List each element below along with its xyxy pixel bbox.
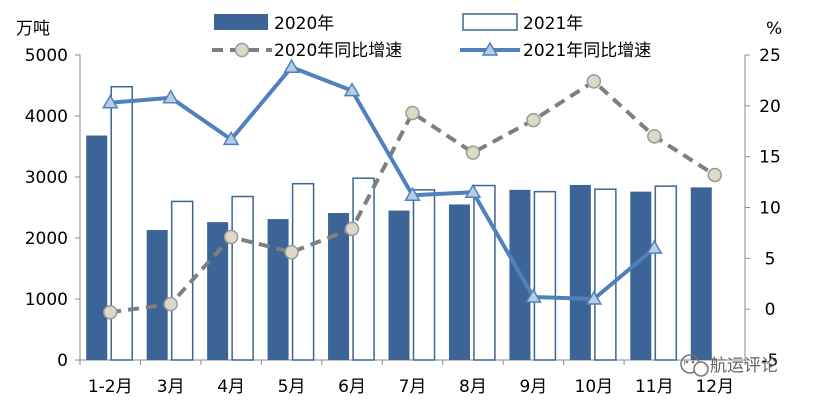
left-tick-label: 5000 xyxy=(25,46,68,66)
bar-2020 xyxy=(630,191,652,360)
right-tick-label: 0 xyxy=(765,300,776,320)
bar-2020 xyxy=(448,204,470,360)
growth-2021-point xyxy=(525,288,542,303)
bar-2020 xyxy=(328,212,350,360)
bars xyxy=(86,85,712,361)
legend-label-growth-2021: 2021年同比增速 xyxy=(523,41,651,61)
bar-2020 xyxy=(267,219,289,360)
right-tick-label: 25 xyxy=(759,46,781,66)
x-tick-label: 12月 xyxy=(695,377,734,397)
bar-2020 xyxy=(207,222,229,360)
right-tick-label: 5 xyxy=(765,249,776,269)
left-tick-label: 2000 xyxy=(25,229,68,249)
legend-label-2021: 2021年 xyxy=(523,14,583,34)
bar-2021 xyxy=(412,189,436,361)
growth-2020-point xyxy=(344,221,360,237)
wechat-icon xyxy=(680,354,709,377)
bar-2020 xyxy=(86,135,108,360)
left-tick-label: 1000 xyxy=(25,290,68,310)
growth-2021-point xyxy=(101,94,119,109)
x-tick-label: 4月 xyxy=(217,377,245,397)
right-unit-label: % xyxy=(766,19,782,39)
growth-2020-point xyxy=(223,229,239,245)
bar-2020 xyxy=(569,184,591,360)
x-tick-label: 3月 xyxy=(157,377,185,397)
growth-2020-point xyxy=(586,74,602,89)
right-tick-label: 15 xyxy=(759,148,781,168)
legend: 2020年 2021年 2020年同比增速 2021年同比增速 xyxy=(212,13,651,61)
left-tick-label: 3000 xyxy=(25,168,68,188)
legend-label-2020: 2020年 xyxy=(274,14,334,34)
growth-2021-point xyxy=(464,183,482,198)
growth-2021-line xyxy=(110,65,656,301)
growth-2020-point xyxy=(526,112,541,128)
tick-labels: 0 1000 2000 3000 4000 5000 -5 0 5 10 15 20 25 万吨 % 1-2月… xyxy=(16,19,782,397)
growth-2021-point xyxy=(222,130,240,146)
x-tick-label: 11月 xyxy=(635,377,674,397)
growth-2020-point xyxy=(707,167,723,183)
bar-2021 xyxy=(352,177,375,361)
growth-2020-point xyxy=(102,304,118,320)
growth-2021-point xyxy=(283,58,300,73)
bar-2021 xyxy=(110,85,133,361)
bar-2020 xyxy=(690,187,712,360)
legend-marker-growth-2020 xyxy=(234,42,250,58)
x-tick-label: 9月 xyxy=(519,377,547,397)
growth-2020-line xyxy=(109,79,716,315)
watermark: 航运评论 xyxy=(680,354,778,377)
growth-2020-point xyxy=(465,145,481,160)
legend-marker-growth-2021 xyxy=(481,41,499,56)
growth-2021-point xyxy=(585,290,603,305)
growth-2020-point xyxy=(405,105,420,121)
growth-2021-point xyxy=(646,239,663,254)
growth-2021-point xyxy=(162,89,179,104)
legend-label-growth-2020: 2020年同比增速 xyxy=(274,41,402,61)
x-tick-label: 8月 xyxy=(459,377,487,397)
x-tick-label: 7月 xyxy=(399,377,427,397)
growth-2021-point xyxy=(404,186,421,202)
x-tick-label: 5月 xyxy=(278,377,306,397)
bar-2021 xyxy=(533,190,557,361)
bar-2021 xyxy=(594,188,617,361)
growth-2020-point xyxy=(647,129,662,144)
bar-2021 xyxy=(654,185,678,361)
right-tick-label: -5 xyxy=(762,351,779,371)
bar-2021 xyxy=(473,184,496,361)
left-tick-label: 0 xyxy=(57,351,68,371)
x-tick-label: 10月 xyxy=(575,377,614,397)
left-tick-label: 4000 xyxy=(25,107,68,127)
watermark-text: 航运评论 xyxy=(710,356,778,376)
lines xyxy=(101,58,723,320)
left-unit-label: 万吨 xyxy=(16,19,50,39)
bar-2020 xyxy=(146,230,168,360)
growth-2021-point xyxy=(343,82,361,97)
growth-2020-point xyxy=(163,296,178,312)
x-tick-label: 6月 xyxy=(338,377,366,397)
bar-2020 xyxy=(388,210,410,360)
x-tick-label: 1-2月 xyxy=(88,377,133,397)
right-tick-label: 10 xyxy=(759,199,781,219)
bar-2021 xyxy=(291,182,315,361)
growth-2020-point xyxy=(284,244,299,260)
legend-swatch-2021 xyxy=(462,13,518,31)
right-tick-label: 20 xyxy=(759,97,781,117)
bar-2021 xyxy=(231,195,254,361)
legend-swatch-2020 xyxy=(214,14,268,30)
